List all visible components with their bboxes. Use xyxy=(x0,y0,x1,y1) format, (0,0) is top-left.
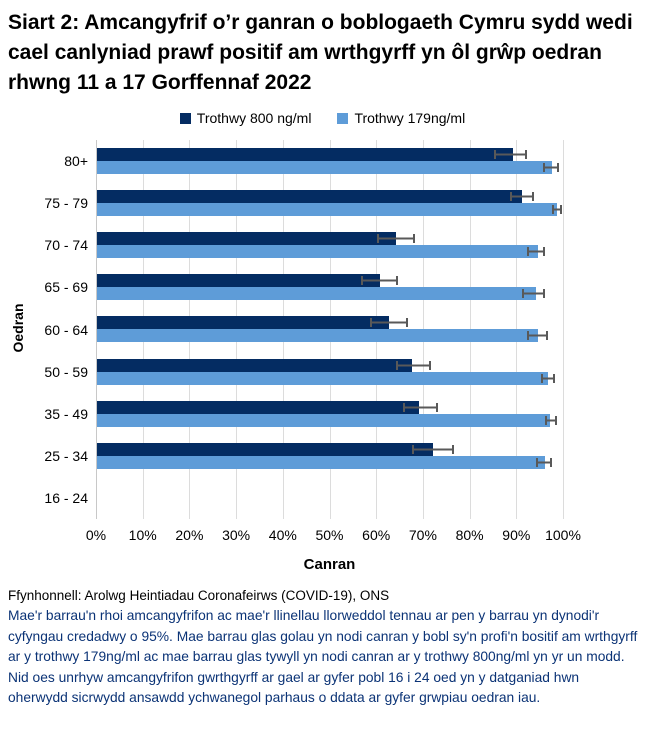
error-bar xyxy=(526,247,546,257)
bar-trothwy-800 xyxy=(97,400,420,414)
x-axis-tick: 0% xyxy=(85,527,107,543)
y-axis-label: 35 - 49 xyxy=(44,405,88,422)
error-bar xyxy=(360,276,399,286)
y-axis-label: 16 - 24 xyxy=(44,489,88,506)
bar-trothwy-179 xyxy=(97,371,548,385)
x-axis-tick: 60% xyxy=(362,527,391,543)
error-bar xyxy=(395,360,431,370)
legend-label-800: Trothwy 800 ng/ml xyxy=(196,110,312,126)
y-axis-label: 25 - 34 xyxy=(44,447,88,464)
chart-title: Siart 2: Amcangyfrif o’r ganran o boblog… xyxy=(8,11,633,94)
chart-legend: Trothwy 800 ng/ml Trothwy 179ng/ml xyxy=(0,110,645,126)
bar-trothwy-179 xyxy=(97,413,550,427)
legend-label-179: Trothwy 179ng/ml xyxy=(354,110,466,126)
bar-trothwy-179 xyxy=(97,329,539,343)
bar-trothwy-179 xyxy=(97,455,546,469)
legend-swatch-800-icon xyxy=(179,112,191,124)
bar-trothwy-800 xyxy=(97,316,389,330)
y-axis-label: 65 - 69 xyxy=(44,279,88,296)
x-axis-title: Canran xyxy=(303,556,356,573)
error-bar xyxy=(526,331,548,341)
bar-trothwy-800 xyxy=(97,148,513,161)
legend-item-800: Trothwy 800 ng/ml xyxy=(179,110,312,126)
bar-trothwy-800 xyxy=(97,190,522,204)
error-bar xyxy=(552,205,562,215)
x-axis-tick: 40% xyxy=(268,527,297,543)
error-bar xyxy=(510,192,534,202)
bar-trothwy-179 xyxy=(97,203,557,217)
error-bar xyxy=(412,444,455,454)
y-axis-label: 70 - 74 xyxy=(44,237,88,254)
gridline-100 xyxy=(563,140,564,519)
footer: Ffynhonnell: Arolwg Heintiadau Coronafei… xyxy=(0,586,645,709)
error-bar xyxy=(493,150,527,159)
source-line: Ffynhonnell: Arolwg Heintiadau Coronafei… xyxy=(8,588,390,603)
y-axis-label: 80+ xyxy=(64,153,88,170)
bar-trothwy-179 xyxy=(97,287,536,301)
error-bar xyxy=(535,457,553,467)
x-axis-tick: 70% xyxy=(408,527,437,543)
x-axis-ticks: 0% 10% 20% 30% 40% 50% 60% 70% 80% 90% 100% xyxy=(86,527,581,545)
footnote-text: Mae'r barrau'n rhoi amcangyfrifon ac mae… xyxy=(8,608,638,705)
error-bar xyxy=(542,163,560,172)
chart-area: Oedran 80+ 75 - 79 70 - 74 65 - 69 60 - 64 50… xyxy=(0,138,645,586)
x-axis-tick: 30% xyxy=(222,527,251,543)
x-axis-tick: 100% xyxy=(545,527,581,543)
x-axis-tick: 20% xyxy=(175,527,204,543)
legend-item-179: Trothwy 179ng/ml xyxy=(337,110,465,126)
bar-trothwy-800 xyxy=(97,442,434,456)
x-axis-tick: 50% xyxy=(315,527,344,543)
x-axis-tick: 90% xyxy=(502,527,531,543)
y-axis-label: 50 - 59 xyxy=(44,363,88,380)
plot-area xyxy=(96,140,564,519)
legend-swatch-179-icon xyxy=(337,112,349,124)
bar-trothwy-179 xyxy=(97,161,553,174)
error-bar xyxy=(377,234,415,244)
y-axis-label: 75 - 79 xyxy=(44,195,88,212)
bar-trothwy-800 xyxy=(97,274,380,288)
bar-trothwy-800 xyxy=(97,232,396,246)
error-bar xyxy=(370,318,408,328)
y-axis-label: 60 - 64 xyxy=(44,321,88,338)
bar-trothwy-800 xyxy=(97,358,413,372)
error-bar xyxy=(521,289,546,299)
error-bar xyxy=(540,373,555,383)
error-bar xyxy=(402,402,438,412)
error-bar xyxy=(545,415,557,425)
bar-trothwy-179 xyxy=(97,245,539,259)
x-axis-tick: 10% xyxy=(128,527,157,543)
x-axis-tick: 80% xyxy=(455,527,484,543)
